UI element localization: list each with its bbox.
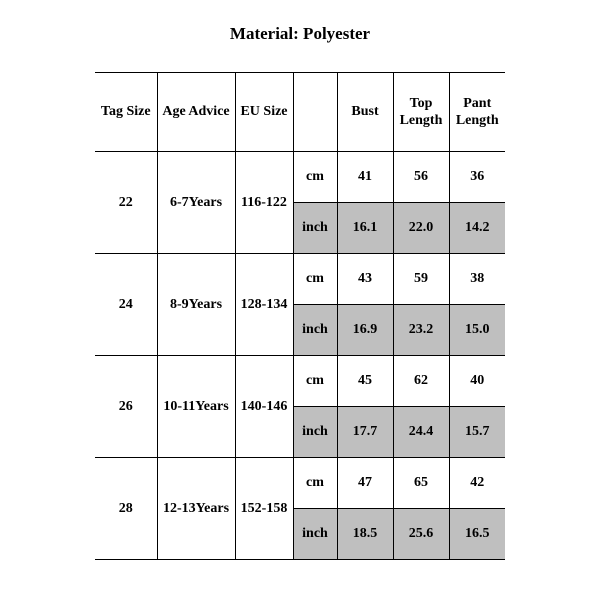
cell-top-length: 23.2	[393, 305, 449, 356]
cell-pant-length: 36	[449, 152, 505, 203]
cell-unit-inch: inch	[293, 407, 337, 458]
col-pant-length: Pant Length	[449, 73, 505, 152]
cell-top-length: 65	[393, 458, 449, 509]
cell-top-length: 56	[393, 152, 449, 203]
cell-bust: 41	[337, 152, 393, 203]
table-header-row: Tag Size Age Advice EU Size Bust Top Len…	[95, 73, 505, 152]
cell-unit-inch: inch	[293, 203, 337, 254]
cell-age-advice: 6-7Years	[157, 152, 235, 254]
cell-tag-size: 24	[95, 254, 157, 356]
cell-bust: 16.1	[337, 203, 393, 254]
col-bust: Bust	[337, 73, 393, 152]
cell-tag-size: 28	[95, 458, 157, 560]
col-eu-size: EU Size	[235, 73, 293, 152]
cell-bust: 18.5	[337, 509, 393, 560]
col-age-advice: Age Advice	[157, 73, 235, 152]
cell-top-length: 22.0	[393, 203, 449, 254]
cell-bust: 17.7	[337, 407, 393, 458]
cell-unit-inch: inch	[293, 509, 337, 560]
cell-tag-size: 26	[95, 356, 157, 458]
cell-pant-length: 14.2	[449, 203, 505, 254]
cell-bust: 47	[337, 458, 393, 509]
cell-unit-cm: cm	[293, 356, 337, 407]
cell-bust: 45	[337, 356, 393, 407]
cell-top-length: 24.4	[393, 407, 449, 458]
cell-eu-size: 128-134	[235, 254, 293, 356]
page: Material: Polyester Tag Size Age Advice …	[0, 0, 600, 600]
cell-eu-size: 116-122	[235, 152, 293, 254]
cell-pant-length: 42	[449, 458, 505, 509]
size-table: Tag Size Age Advice EU Size Bust Top Len…	[95, 72, 505, 560]
cell-top-length: 59	[393, 254, 449, 305]
cell-bust: 43	[337, 254, 393, 305]
cell-pant-length: 15.7	[449, 407, 505, 458]
cell-pant-length: 16.5	[449, 509, 505, 560]
cell-unit-cm: cm	[293, 254, 337, 305]
cell-eu-size: 152-158	[235, 458, 293, 560]
cell-age-advice: 10-11Years	[157, 356, 235, 458]
cell-eu-size: 140-146	[235, 356, 293, 458]
table-row: 26 10-11Years 140-146 cm 45 62 40	[95, 356, 505, 407]
cell-unit-cm: cm	[293, 458, 337, 509]
cell-top-length: 25.6	[393, 509, 449, 560]
cell-pant-length: 15.0	[449, 305, 505, 356]
cell-unit-cm: cm	[293, 152, 337, 203]
cell-top-length: 62	[393, 356, 449, 407]
table-row: 24 8-9Years 128-134 cm 43 59 38	[95, 254, 505, 305]
cell-pant-length: 40	[449, 356, 505, 407]
page-title: Material: Polyester	[0, 24, 600, 44]
table-row: 22 6-7Years 116-122 cm 41 56 36	[95, 152, 505, 203]
cell-age-advice: 12-13Years	[157, 458, 235, 560]
cell-tag-size: 22	[95, 152, 157, 254]
col-unit	[293, 73, 337, 152]
table-row: 28 12-13Years 152-158 cm 47 65 42	[95, 458, 505, 509]
cell-age-advice: 8-9Years	[157, 254, 235, 356]
col-top-length: Top Length	[393, 73, 449, 152]
cell-bust: 16.9	[337, 305, 393, 356]
col-tag-size: Tag Size	[95, 73, 157, 152]
cell-pant-length: 38	[449, 254, 505, 305]
cell-unit-inch: inch	[293, 305, 337, 356]
